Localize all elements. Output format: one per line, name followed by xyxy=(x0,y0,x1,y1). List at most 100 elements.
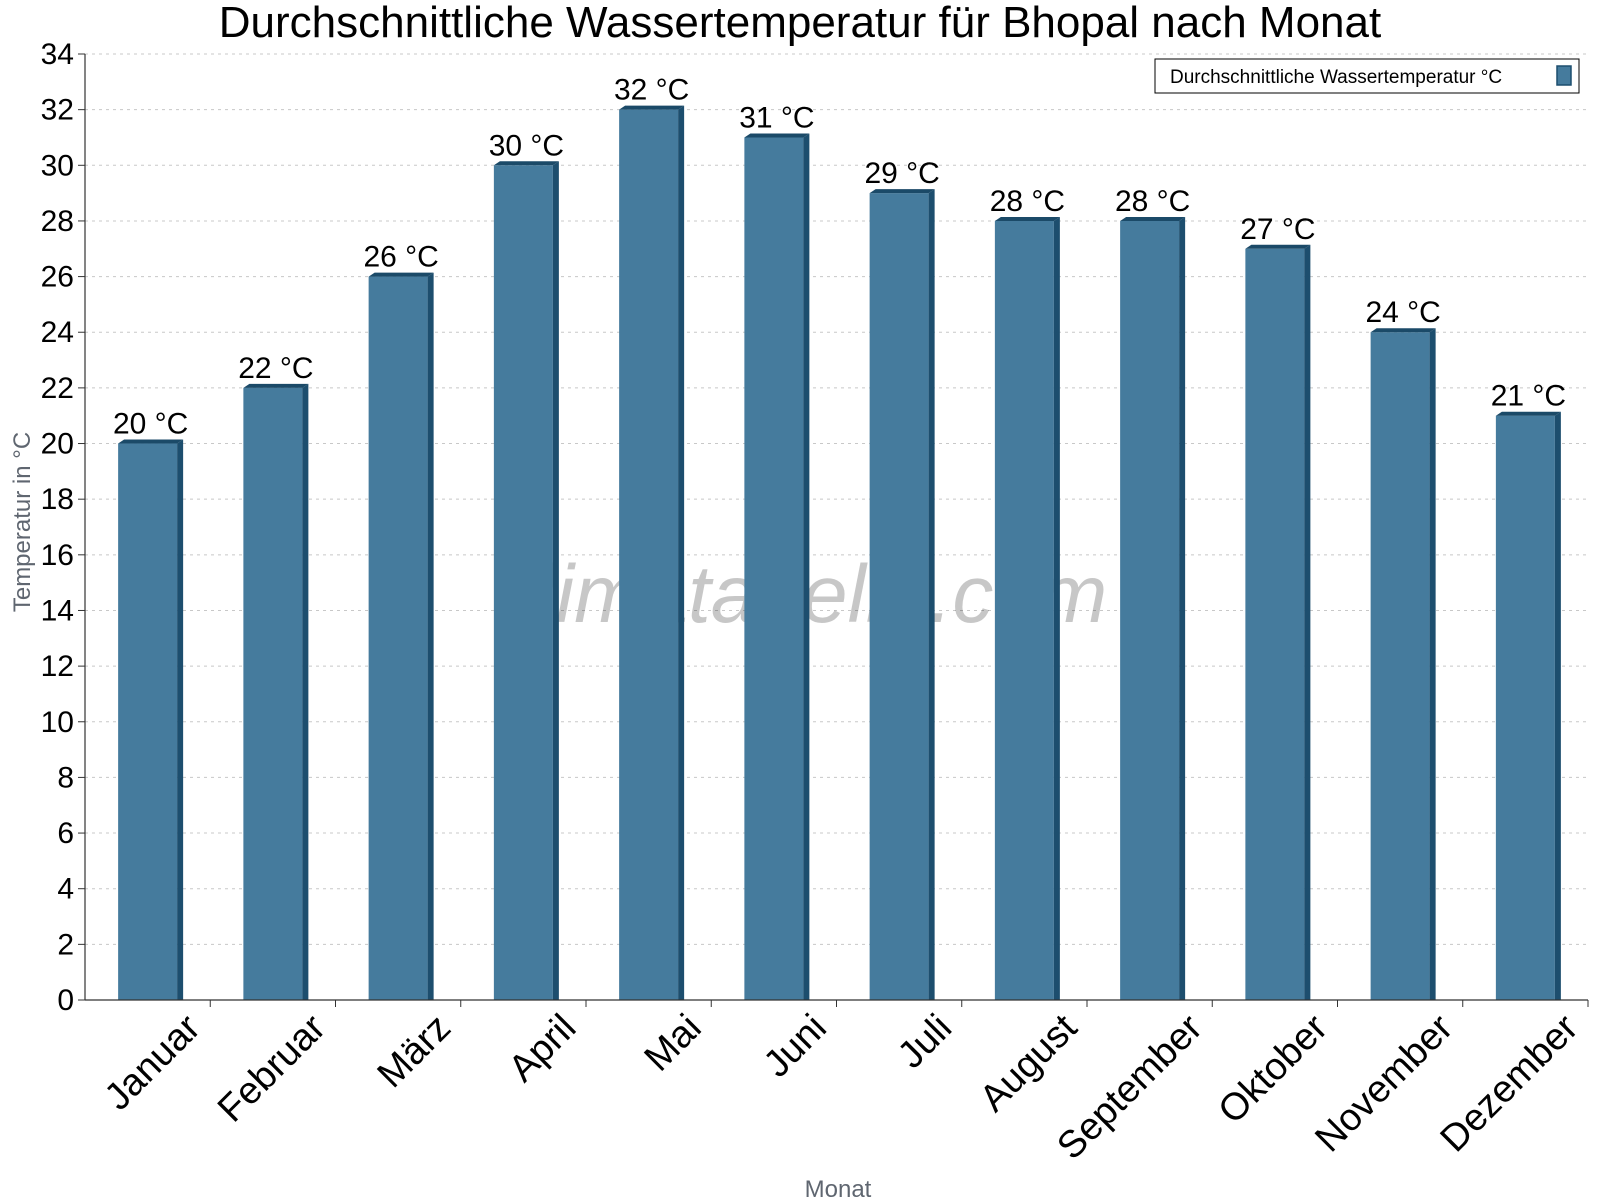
y-tick-label: 34 xyxy=(41,38,74,71)
bar-top xyxy=(1245,244,1311,249)
x-tick-label: Oktober xyxy=(1211,1006,1337,1132)
data-label: 27 °C xyxy=(1240,213,1315,246)
legend-label: Durchschnittliche Wassertemperatur °C xyxy=(1170,67,1502,88)
data-label: 29 °C xyxy=(864,157,939,190)
bar-side xyxy=(1554,411,1561,1000)
bar-face xyxy=(869,193,929,1000)
y-tick-label: 4 xyxy=(57,873,74,906)
bar-side xyxy=(1179,216,1186,1001)
x-axis-label: Monat xyxy=(805,1176,872,1200)
y-tick-label: 24 xyxy=(41,316,74,349)
bar-dezember xyxy=(1495,411,1561,1000)
bar-side xyxy=(1304,244,1311,1000)
x-tick-label: Mai xyxy=(637,1007,710,1080)
data-label: 28 °C xyxy=(1115,185,1190,218)
x-tick-label: Januar xyxy=(97,1006,209,1118)
data-label: 20 °C xyxy=(113,408,188,441)
y-tick-label: 2 xyxy=(57,928,74,961)
legend: Durchschnittliche Wassertemperatur °C xyxy=(1154,58,1580,94)
bar-april xyxy=(493,161,559,1000)
bar-top xyxy=(1120,216,1186,221)
data-label: 22 °C xyxy=(238,352,313,385)
data-label: 31 °C xyxy=(739,101,814,134)
bar-side xyxy=(1053,216,1060,1001)
y-tick-label: 0 xyxy=(57,984,74,1017)
x-tick-label: April xyxy=(501,1007,584,1090)
bar-august xyxy=(994,216,1060,1001)
bar-juni xyxy=(744,133,810,1000)
bar-november xyxy=(1370,328,1436,1000)
x-tick-label: August xyxy=(972,1006,1086,1120)
bar-face xyxy=(493,165,553,1000)
bar-oktober xyxy=(1245,244,1311,1000)
y-tick-label: 18 xyxy=(41,483,74,516)
bar-top xyxy=(619,105,685,110)
bar-top xyxy=(744,133,810,138)
y-tick-label: 30 xyxy=(41,149,74,182)
bar-side xyxy=(177,439,184,1000)
bars xyxy=(118,105,1561,1001)
axes xyxy=(78,53,1589,1007)
grid-lines xyxy=(85,53,1588,945)
y-tick-label: 12 xyxy=(41,650,74,683)
x-tick-label: März xyxy=(370,1007,459,1096)
bar-juli xyxy=(869,189,935,1000)
bar-face xyxy=(1370,332,1430,1000)
bar-face xyxy=(243,387,303,1001)
bar-side xyxy=(928,189,935,1000)
bar-februar xyxy=(243,383,309,1001)
bar-september xyxy=(1120,216,1186,1001)
bar-side xyxy=(552,161,559,1000)
bar-side xyxy=(302,383,309,1001)
bar-top xyxy=(869,189,935,194)
y-tick-label: 32 xyxy=(41,94,74,127)
bar-face xyxy=(619,109,679,1001)
bar-side xyxy=(678,105,685,1001)
data-label: 32 °C xyxy=(614,74,689,107)
bar-face xyxy=(1495,415,1555,1000)
data-label: 24 °C xyxy=(1365,296,1440,329)
y-tick-label: 26 xyxy=(41,261,74,294)
bar-top xyxy=(243,383,309,388)
x-tick-label: Dezember xyxy=(1433,1006,1587,1160)
bar-märz xyxy=(368,272,434,1000)
bar-face xyxy=(1120,220,1180,1001)
y-tick-label: 8 xyxy=(57,761,74,794)
y-tick-label: 20 xyxy=(41,428,74,461)
legend-box xyxy=(1154,58,1580,94)
chart-title: Durchschnittliche Wassertemperatur für B… xyxy=(219,0,1381,47)
legend-swatch xyxy=(1556,65,1572,86)
y-tick-label: 10 xyxy=(41,706,74,739)
bar-januar xyxy=(118,439,184,1000)
data-label: 26 °C xyxy=(363,241,438,274)
bar-face xyxy=(744,137,804,1000)
bar-face xyxy=(994,220,1054,1001)
bar-top xyxy=(1495,411,1561,416)
data-labels: 20 °C 22 °C 26 °C 30 °C 32 °C 31 °C 29 °C 28 °C… xyxy=(113,74,1566,441)
y-tick-label: 28 xyxy=(41,205,74,238)
y-tick-label: 22 xyxy=(41,372,74,405)
x-tick-labels: Januar Februar März April Mai Juni Juli AugustS… xyxy=(97,1006,1587,1167)
data-label: 28 °C xyxy=(990,185,1065,218)
bar-mai xyxy=(619,105,685,1001)
bar-side xyxy=(803,133,810,1000)
y-tick-label: 6 xyxy=(57,817,74,850)
x-tick-label: Februar xyxy=(210,1006,334,1130)
x-tick-label: Juni xyxy=(756,1007,835,1086)
bar-face xyxy=(1245,248,1305,1000)
x-tick-label: Juli xyxy=(890,1007,960,1077)
y-tick-label: 14 xyxy=(41,594,74,627)
bar-side xyxy=(1429,328,1436,1000)
y-tick-label: 16 xyxy=(41,539,74,572)
bar-face xyxy=(118,443,178,1000)
bar-side xyxy=(427,272,434,1000)
y-axis-label: Temperatur in °C xyxy=(9,432,36,612)
bar-face xyxy=(368,276,428,1000)
data-label: 30 °C xyxy=(489,129,564,162)
bar-top xyxy=(1370,328,1436,333)
bar-top xyxy=(118,439,184,444)
data-label: 21 °C xyxy=(1491,380,1566,413)
